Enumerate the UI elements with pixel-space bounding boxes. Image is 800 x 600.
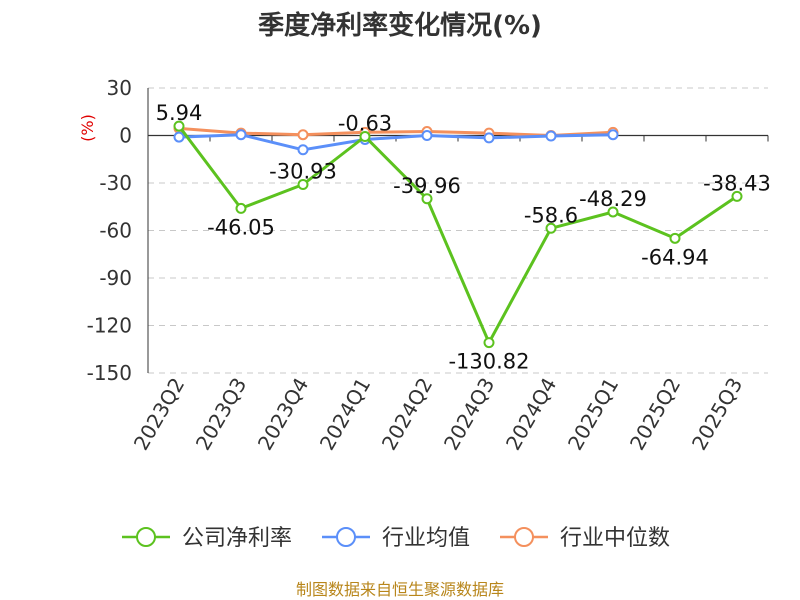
data-point[interactable] <box>297 144 309 156</box>
source-note: 制图数据来自恒生聚源数据库 <box>296 580 504 599</box>
legend-label: 公司净利率 <box>182 526 292 551</box>
data-point[interactable] <box>669 232 681 244</box>
data-point[interactable] <box>607 206 619 218</box>
legend-item-1[interactable]: 行业均值 <box>322 526 470 551</box>
series-line-0 <box>177 125 738 345</box>
grid <box>148 87 768 374</box>
data-labels: 5.94-46.05-30.93-0.63-39.96-130.82-58.6-… <box>156 101 771 374</box>
chart-title: 季度净利率变化情况(%) <box>258 10 542 41</box>
data-label: -38.43 <box>703 171 771 195</box>
x-tick-label: 2025Q3 <box>687 374 747 455</box>
data-point[interactable] <box>483 337 495 349</box>
y-tick-label: -30 <box>99 171 132 195</box>
data-point[interactable] <box>421 130 433 141</box>
data-label: -130.82 <box>448 350 529 374</box>
data-point[interactable] <box>421 193 433 205</box>
legend-label: 行业均值 <box>382 526 470 551</box>
data-point[interactable] <box>297 129 309 141</box>
data-label: -46.05 <box>207 215 275 239</box>
data-label: -30.93 <box>269 159 337 183</box>
data-label: -58.6 <box>524 203 578 227</box>
y-tick-label: 30 <box>107 76 132 100</box>
data-label: -48.29 <box>579 187 647 211</box>
legend-swatch-marker <box>514 527 534 547</box>
legend: 公司净利率 行业均值 行业中位数 <box>122 526 670 551</box>
data-point[interactable] <box>731 190 743 202</box>
x-tick-label: 2024Q2 <box>377 374 437 455</box>
data-label: -39.96 <box>393 174 461 198</box>
data-point[interactable] <box>235 202 247 214</box>
data-point[interactable] <box>483 132 495 144</box>
series-group <box>173 120 743 349</box>
legend-label: 行业中位数 <box>560 526 670 551</box>
legend-swatch-marker <box>336 527 356 547</box>
x-tick-label: 2025Q2 <box>625 374 685 455</box>
data-label: -0.63 <box>338 111 392 135</box>
x-tick-label: 2023Q2 <box>129 374 189 455</box>
y-tick-label: -150 <box>87 361 132 385</box>
data-label: -64.94 <box>641 245 709 269</box>
data-point[interactable] <box>359 130 371 142</box>
y-tick-label: 0 <box>119 124 132 148</box>
data-point[interactable] <box>545 222 557 234</box>
data-point[interactable] <box>545 130 557 142</box>
y-tick-label: -90 <box>99 266 132 290</box>
data-point[interactable] <box>173 120 185 132</box>
y-tick-label: -120 <box>87 314 132 338</box>
data-point[interactable] <box>297 178 309 190</box>
legend-item-0[interactable]: 公司净利率 <box>122 526 292 551</box>
x-tick-label: 2024Q3 <box>439 374 499 455</box>
x-tick-label: 2023Q3 <box>191 374 251 455</box>
legend-item-2[interactable]: 行业中位数 <box>500 526 670 551</box>
y-tick-label: -60 <box>99 219 132 243</box>
data-point[interactable] <box>607 129 619 141</box>
legend-swatch-marker <box>136 527 156 547</box>
series-line-1 <box>178 133 614 152</box>
x-tick-label: 2024Q4 <box>501 374 561 455</box>
data-point[interactable] <box>173 131 185 143</box>
data-label: 5.94 <box>156 101 203 125</box>
data-point[interactable] <box>235 129 247 141</box>
y-unit-label: (%) <box>78 114 97 142</box>
x-tick-label: 2023Q4 <box>253 374 313 455</box>
x-tick-label: 2024Q1 <box>315 374 375 455</box>
x-tick-label: 2025Q1 <box>563 374 623 455</box>
